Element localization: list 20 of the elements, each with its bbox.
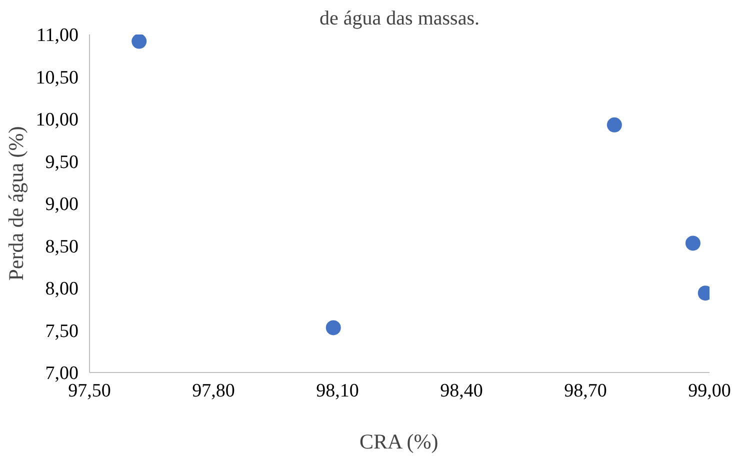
point bbox=[326, 320, 341, 336]
point bbox=[685, 236, 700, 251]
x-tick-label: 98,10 bbox=[316, 380, 359, 402]
x-tick-label: 98,70 bbox=[564, 380, 607, 402]
y-tick-label: 10,50 bbox=[36, 67, 78, 88]
point bbox=[132, 34, 147, 49]
y-tick-label: 9,00 bbox=[45, 194, 78, 215]
y-tick-label: 7,50 bbox=[45, 320, 78, 342]
y-tick-label: 11,00 bbox=[36, 25, 78, 46]
y-tick-label: 10,00 bbox=[36, 110, 78, 130]
y-tick-label: 9,50 bbox=[45, 152, 78, 173]
x-axis-title: CRA (%) bbox=[360, 430, 438, 454]
y-tick-label: 8,00 bbox=[45, 278, 78, 300]
x-tick-label: 99,00 bbox=[688, 380, 731, 402]
x-tick-label: 97,80 bbox=[192, 380, 235, 402]
y-axis-title: Perda de água (%) bbox=[4, 126, 28, 281]
y-tick-label: 8,50 bbox=[45, 236, 78, 258]
chart-title: de água das massas. bbox=[320, 8, 480, 30]
x-tick-label: 98,40 bbox=[440, 380, 483, 402]
point bbox=[606, 117, 622, 132]
